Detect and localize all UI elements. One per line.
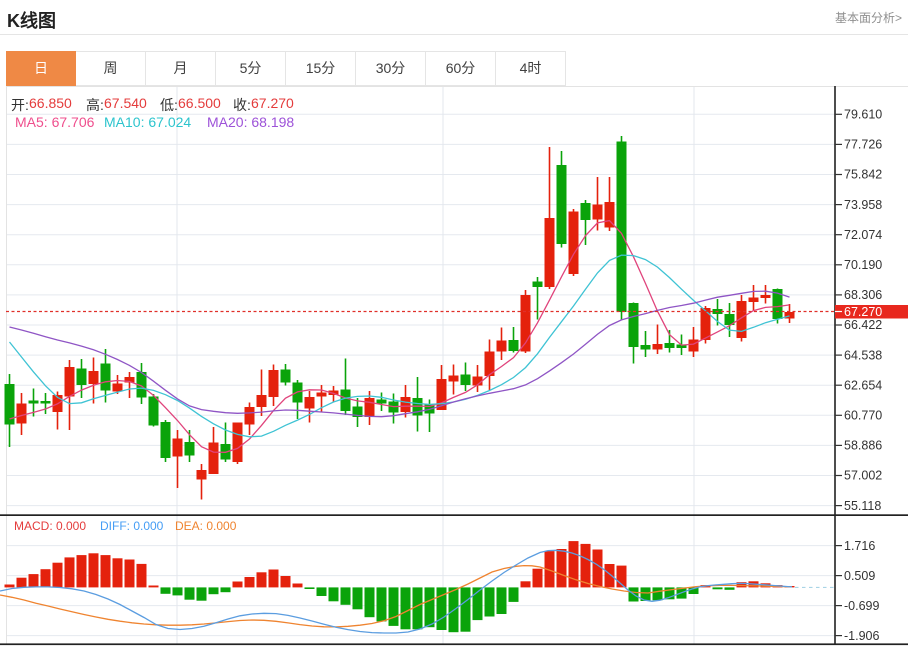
svg-text:60.770: 60.770 xyxy=(844,409,882,423)
svg-text:-1.906: -1.906 xyxy=(844,629,879,643)
svg-text:75.842: 75.842 xyxy=(844,168,882,182)
svg-text:72.074: 72.074 xyxy=(844,228,882,242)
svg-text:62.654: 62.654 xyxy=(844,378,882,392)
svg-text:70.190: 70.190 xyxy=(844,258,882,272)
svg-text:55.118: 55.118 xyxy=(844,499,881,513)
svg-text:79.610: 79.610 xyxy=(844,108,882,122)
svg-text:64.538: 64.538 xyxy=(844,348,882,362)
svg-text:68.306: 68.306 xyxy=(844,288,882,302)
svg-text:-0.699: -0.699 xyxy=(844,599,879,613)
svg-text:0.509: 0.509 xyxy=(844,569,875,583)
svg-text:73.958: 73.958 xyxy=(844,198,882,212)
svg-text:77.726: 77.726 xyxy=(844,138,882,152)
svg-text:57.002: 57.002 xyxy=(844,469,882,483)
svg-text:1.716: 1.716 xyxy=(844,539,875,553)
svg-text:58.886: 58.886 xyxy=(844,439,882,453)
svg-text:66.422: 66.422 xyxy=(844,318,882,332)
svg-text:67.270: 67.270 xyxy=(844,305,882,319)
